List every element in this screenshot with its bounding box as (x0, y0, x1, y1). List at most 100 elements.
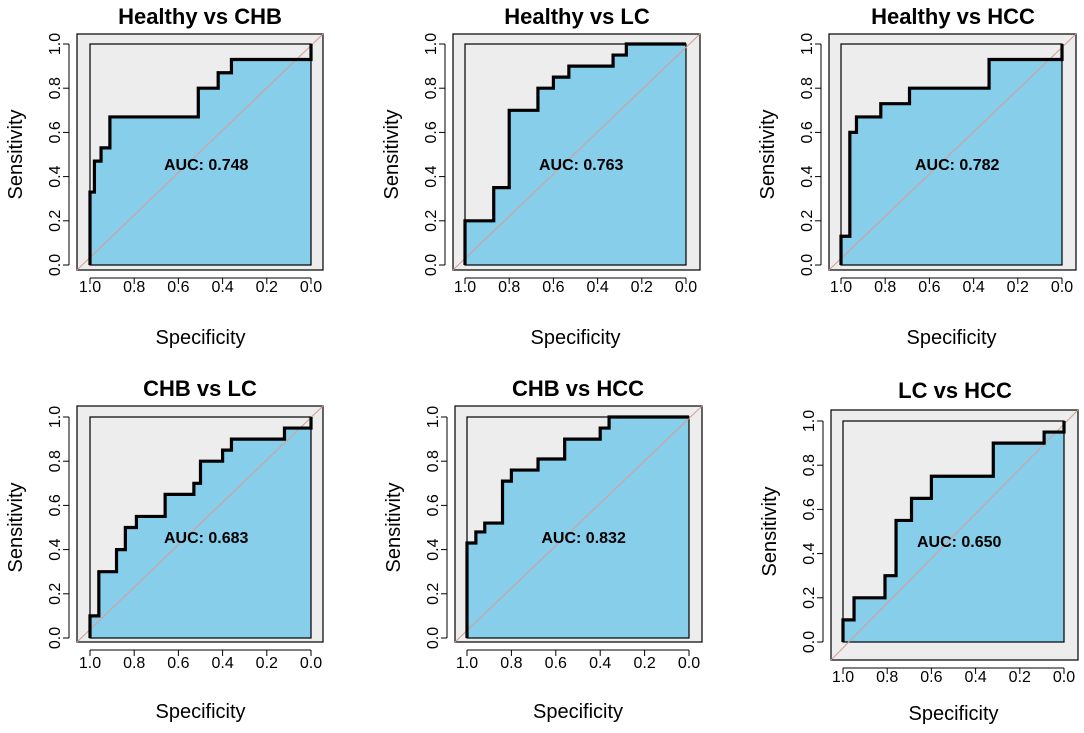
y-tick-label: 0.8 (47, 450, 64, 472)
inner-frame (840, 43, 1063, 266)
roc-curve (88, 417, 313, 638)
y-tick-label: 1.0 (47, 33, 64, 55)
reference-diagonal (830, 409, 1079, 661)
y-tick-label: 0.2 (425, 583, 442, 605)
x-tick-label: 0.8 (500, 655, 522, 672)
roc-curve (839, 44, 1064, 265)
y-axis-title: Sensitivity (5, 109, 27, 199)
y-tick-label: 0.6 (425, 494, 442, 516)
y-axis-title: Sensitivity (383, 482, 405, 572)
auc-area (841, 44, 1062, 265)
y-tick-label: 1.0 (423, 33, 440, 55)
x-tick-label: 0.2 (1009, 669, 1031, 686)
inner-frame (464, 43, 687, 266)
y-tick-label: 0.8 (47, 77, 64, 99)
y-tick-label: 0.6 (47, 121, 64, 143)
x-tick-label: 0.2 (1007, 279, 1029, 296)
roc-curve (88, 44, 313, 265)
inner-frame (466, 416, 690, 639)
reference-diagonal (452, 33, 701, 271)
auc-label: AUC: 0.782 (915, 157, 1000, 174)
roc-panel-3: Healthy vs HCC AUC: 0.782 1.0 0.8 0.6 0.4 0.2 0… (757, 4, 1077, 349)
x-tick-label: 0.0 (675, 279, 697, 296)
roc-curve (841, 421, 1066, 642)
x-tick-label: 1.0 (79, 279, 101, 296)
chart-title: Healthy vs CHB (118, 4, 282, 29)
y-tick-label: 0.2 (47, 583, 64, 605)
y-tick-label: 0.0 (801, 631, 818, 653)
x-tick-label: 0.6 (920, 669, 942, 686)
x-tick-label: 0.6 (545, 655, 567, 672)
y-tick-label: 0.0 (425, 627, 442, 649)
y-tick-label: 0.6 (801, 498, 818, 520)
y-tick-label: 0.2 (423, 210, 440, 232)
y-tick-label: 1.0 (47, 406, 64, 428)
auc-area (843, 421, 1064, 642)
roc-panel-1: Healthy vs CHB AUC: 0.748 1.0 0.8 0.6 0.4 0.2 0… (5, 4, 324, 349)
x-axis-title: Specificity (906, 327, 996, 349)
x-axis-title: Specificity (530, 327, 620, 349)
inner-frame (842, 420, 1065, 643)
auc-area (465, 44, 686, 265)
roc-curve (465, 415, 689, 638)
x-tick-label: 1.0 (456, 655, 478, 672)
x-tick-label: 0.4 (589, 655, 611, 672)
x-axis-title: Specificity (155, 327, 245, 349)
x-tick-label: 0.8 (874, 279, 896, 296)
y-tick-label: 0.2 (799, 210, 816, 232)
y-tick-label: 1.0 (801, 410, 818, 432)
chart-title: Healthy vs HCC (871, 4, 1035, 29)
x-tick-label: 1.0 (832, 669, 854, 686)
y-tick-label: 1.0 (425, 406, 442, 428)
x-tick-label: 1.0 (830, 279, 852, 296)
y-tick-label: 0.4 (47, 538, 64, 560)
reference-diagonal (76, 405, 324, 643)
reference-diagonal (76, 33, 324, 271)
roc-panel-2: Healthy vs LC AUC: 0.763 1.0 0.8 0.6 0.4 0.2 0.… (381, 4, 701, 349)
x-tick-label: 0.0 (1053, 669, 1075, 686)
inner-frame (89, 43, 312, 266)
chart-title: LC vs HCC (898, 378, 1012, 403)
y-tick-label: 0.8 (425, 450, 442, 472)
x-tick-label: 0.8 (498, 279, 520, 296)
auc-area (90, 417, 311, 638)
auc-label: AUC: 0.748 (164, 157, 249, 174)
y-tick-label: 0.6 (47, 494, 64, 516)
roc-panel-6: LC vs HCC AUC: 0.650 1.0 0.8 0.6 0.4 0.2 0.0 0.0… (759, 378, 1079, 725)
x-axis-title: Specificity (155, 701, 245, 723)
x-tick-label: 0.6 (542, 279, 564, 296)
x-tick-label: 0.0 (1051, 279, 1073, 296)
y-axis-title: Sensitivity (759, 486, 781, 576)
y-axis-title: Sensitivity (5, 482, 27, 572)
y-tick-label: 0.2 (47, 210, 64, 232)
y-tick-label: 0.0 (47, 254, 64, 276)
y-tick-label: 0.8 (801, 454, 818, 476)
x-tick-label: 1.0 (79, 655, 101, 672)
inner-frame (89, 416, 312, 639)
chart-title: CHB vs HCC (512, 376, 644, 401)
y-tick-label: 0.4 (801, 542, 818, 564)
x-tick-label: 0.4 (964, 669, 986, 686)
reference-diagonal (454, 405, 703, 643)
chart-title: CHB vs LC (143, 376, 257, 401)
reference-diagonal (828, 33, 1077, 271)
y-tick-label: 0.4 (799, 165, 816, 187)
x-tick-label: 0.0 (300, 279, 322, 296)
roc-panel-4: CHB vs LC AUC: 0.683 1.0 0.8 0.6 0.4 0.2 0.0 0.0… (5, 376, 324, 723)
auc-label: AUC: 0.650 (917, 534, 1002, 551)
auc-area (467, 417, 689, 638)
x-tick-label: 0.6 (167, 279, 189, 296)
y-tick-label: 0.4 (425, 538, 442, 560)
y-tick-label: 0.8 (423, 77, 440, 99)
x-tick-label: 1.0 (454, 279, 476, 296)
x-tick-label: 0.2 (631, 279, 653, 296)
y-tick-label: 0.2 (801, 587, 818, 609)
auc-label: AUC: 0.832 (541, 530, 626, 547)
y-tick-label: 0.0 (423, 254, 440, 276)
x-tick-label: 0.0 (678, 655, 700, 672)
x-tick-label: 0.4 (211, 655, 233, 672)
y-tick-label: 0.0 (47, 627, 64, 649)
x-tick-label: 0.2 (633, 655, 655, 672)
x-tick-label: 0.6 (918, 279, 940, 296)
x-tick-label: 0.8 (123, 655, 145, 672)
